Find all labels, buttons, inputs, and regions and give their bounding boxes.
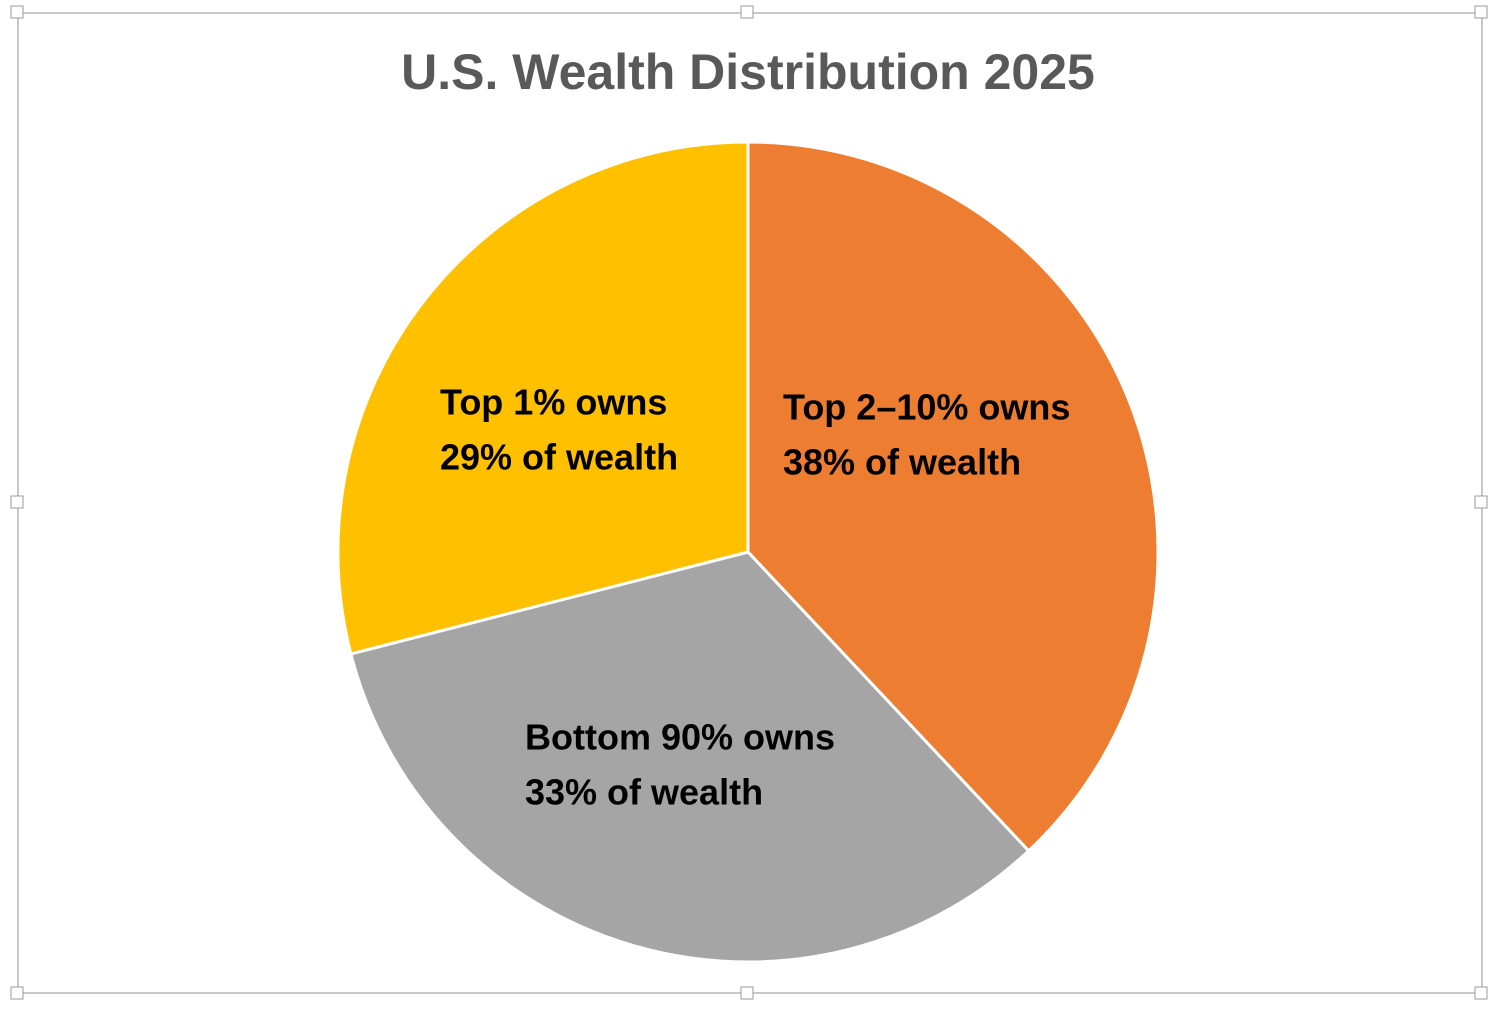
slice-category-label: Top 1% owns (440, 382, 667, 423)
resize-handle[interactable] (740, 5, 754, 19)
slice-value-label: 33% of wealth (525, 772, 763, 813)
resize-handle[interactable] (1474, 986, 1488, 1000)
chart-title: U.S. Wealth Distribution 2025 (401, 44, 1095, 100)
resize-handle[interactable] (1474, 495, 1488, 509)
pie-slice (349, 550, 1031, 964)
pie-slice (746, 140, 1160, 853)
slice-category-label: Top 2–10% owns (783, 387, 1070, 428)
slice-category-label: Bottom 90% owns (525, 717, 835, 758)
resize-handle[interactable] (740, 986, 754, 1000)
resize-handle[interactable] (10, 986, 24, 1000)
resize-handle[interactable] (10, 5, 24, 19)
slice-value-label: 29% of wealth (440, 437, 678, 478)
resize-handle[interactable] (1474, 5, 1488, 19)
resize-handle[interactable] (10, 495, 24, 509)
pie-slice (336, 140, 750, 656)
slice-value-label: 38% of wealth (783, 442, 1021, 483)
